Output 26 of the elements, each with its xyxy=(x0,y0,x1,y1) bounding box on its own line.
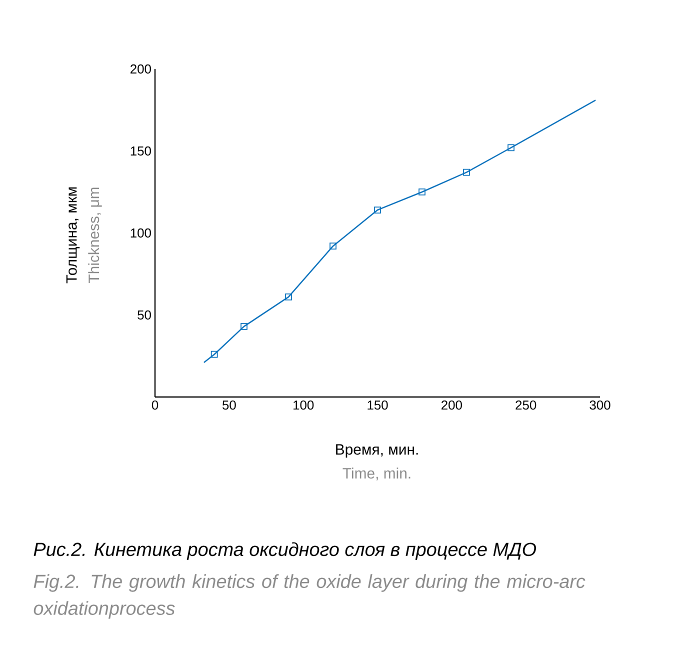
point xyxy=(210,350,218,358)
x-tick-label: 250 xyxy=(516,400,536,410)
x-tick-label: 300 xyxy=(590,400,610,410)
x-axis-title: Время, мин. xyxy=(336,444,418,458)
text: Thickness, μm xyxy=(88,188,102,283)
text: Fig.2. The growth kinetics of the oxide layer during the micro-arc oxidationprocess xyxy=(34,574,586,619)
x-tick-label: 50 xyxy=(222,400,236,410)
x-tick-label: 100 xyxy=(294,400,314,410)
point xyxy=(418,188,426,196)
y-axis-title: Толщина, мкм xyxy=(66,187,80,284)
point xyxy=(330,242,336,250)
line-series xyxy=(203,99,596,364)
y-tick-label: 200 xyxy=(130,64,151,74)
point xyxy=(508,144,514,152)
y-tick-label: 50 xyxy=(138,310,151,320)
text: Рис.2. Кинетика роста оксидного слоя в процессе МДО xyxy=(34,542,536,560)
x-tick-label: 200 xyxy=(442,400,462,410)
y-tick-label: 100 xyxy=(130,228,151,238)
x-tick-label: 0 xyxy=(152,400,158,410)
point xyxy=(240,323,248,330)
x-tick-label: 150 xyxy=(368,400,388,410)
point xyxy=(285,293,292,300)
text: Time, min. xyxy=(342,468,410,480)
y-tick-label: 150 xyxy=(130,146,151,156)
point xyxy=(374,206,381,214)
point xyxy=(463,168,470,176)
